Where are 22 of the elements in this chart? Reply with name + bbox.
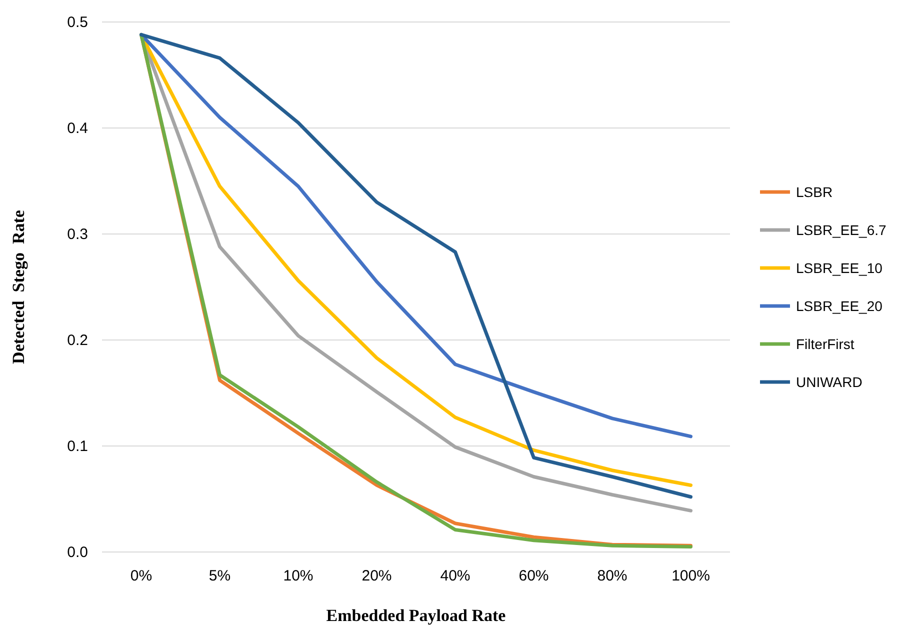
legend-label: LSBR_EE_6.7 <box>796 222 886 238</box>
legend-label: LSBR_EE_20 <box>796 298 883 314</box>
y-tick-label: 0.1 <box>67 438 88 455</box>
x-tick-label: 5% <box>208 568 231 585</box>
y-tick-label: 0.5 <box>67 14 88 31</box>
x-tick-label: 100% <box>672 568 710 585</box>
x-tick-label: 10% <box>283 568 314 585</box>
legend-label: FilterFirst <box>796 336 854 352</box>
legend-label: LSBR <box>796 184 833 200</box>
y-tick-label: 0.3 <box>67 226 88 243</box>
x-tick-label: 0% <box>130 568 152 585</box>
y-tick-label: 0.0 <box>67 544 88 561</box>
x-tick-label: 80% <box>597 568 628 585</box>
legend-label: LSBR_EE_10 <box>796 260 883 276</box>
x-tick-label: 40% <box>440 568 470 585</box>
x-tick-label: 20% <box>362 568 392 585</box>
y-axis-title: Detected Stego Rate <box>9 210 28 364</box>
x-tick-label: 60% <box>518 568 549 585</box>
x-axis-title: Embedded Payload Rate <box>326 606 506 625</box>
legend-label: UNIWARD <box>796 374 862 390</box>
y-tick-label: 0.2 <box>67 332 88 349</box>
y-tick-label: 0.4 <box>67 120 88 137</box>
